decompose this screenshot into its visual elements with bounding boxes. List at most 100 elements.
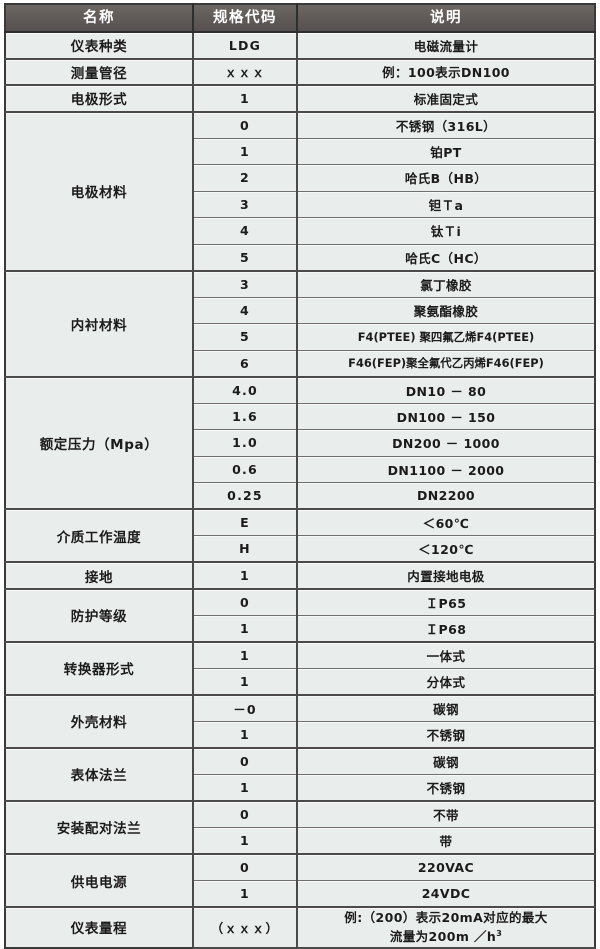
description-cell: 220VAC [297,853,595,881]
spec-code-cell: 0.6 [193,456,298,484]
table-row: 0.6 DN1100 － 2000 [5,456,595,484]
spec-code-cell: 0 [193,800,298,828]
row-name-cell: 转换器形式 [5,641,194,696]
table-row: 2 哈氏B（HB） [5,164,595,192]
table-row: 仪表量程 （ｘｘｘ） 例:（200）表示20mA对应的最大 流量为200m ／h3 [5,907,595,949]
table-row: 1 分体式 [5,668,595,696]
spec-code-cell: 1 [193,85,298,113]
table-row: 介质工作温度 E ＜60℃ [5,509,595,564]
table-row: 1 铂PT [5,138,595,166]
table-row: 1.6 DN100 － 150 [5,403,595,431]
table-header-row: 名称 规格代码 说明 [5,4,595,33]
row-name-cell: 介质工作温度 [5,509,194,564]
spec-code-cell: 4.0 [193,376,298,404]
table-row: 1 24VDC [5,880,595,908]
table-row: 表体法兰 0 碳钢 [5,747,595,802]
spec-code-cell: 0.25 [193,482,298,511]
spec-code-cell: 4 [193,297,298,325]
description-cell: DN2200 [297,482,595,511]
table-row: H ＜120℃ [5,535,595,564]
row-name-cell: 仪表量程 [5,907,194,948]
description-multiline: 例:（200）表示20mA对应的最大 流量为200m ／h3 [300,908,592,947]
description-cell: ＩP65 [297,588,595,616]
spec-code-cell: 1 [193,138,298,166]
table-header: 名称 规格代码 说明 [5,4,595,33]
description-cell: ＩP68 [297,615,595,643]
row-name-cell: 接地 [5,562,194,590]
row-name-cell: 安装配对法兰 [5,800,194,855]
description-cell: 不锈钢 [297,774,595,802]
description-cell: DN200 － 1000 [297,429,595,457]
description-cell: 碳钢 [297,694,595,722]
description-cell: 一体式 [297,641,595,669]
spec-code-cell: 1 [193,827,298,855]
description-cell: F46(FEP)聚全氟代乙丙烯F46(FEP) [297,350,595,378]
table-row: 转换器形式 1 一体式 [5,641,595,696]
spec-code-cell: H [193,535,298,564]
table-row: 电极材料 0 不锈钢（316L） [5,111,595,272]
table-row: 防护等级 0 ＩP65 [5,588,595,643]
description-line-2: 流量为200m ／h3 [300,927,592,946]
table-row: 安装配对法兰 0 不带 [5,800,595,855]
table-row: 4 钛Ｔi [5,217,595,245]
description-cell: 24VDC [297,880,595,908]
description-cell: DN100 － 150 [297,403,595,431]
spec-code-cell: 3 [193,270,298,298]
description-cell: 带 [297,827,595,855]
description-cell: 内置接地电极 [297,562,595,590]
table-row: 5 哈氏C（HC） [5,244,595,272]
spec-code-cell: （ｘｘｘ） [193,907,298,949]
description-cell: 钽Ｔa [297,191,595,219]
spec-code-cell: 3 [193,191,298,219]
description-cell: 哈氏C（HC） [297,244,595,272]
spec-code-cell: －0 [193,694,298,722]
column-header-code: 规格代码 [193,4,298,33]
description-cell: 不锈钢 [297,721,595,749]
row-name-cell: 内衬材料 [5,270,194,378]
description-cell: 铂PT [297,138,595,166]
row-name-cell: 测量管径 [5,58,194,87]
spec-code-cell: 4 [193,217,298,245]
table-row: 供电电源 0 220VAC [5,853,595,909]
row-name-cell: 供电电源 [5,853,194,909]
description-cell: 氯丁橡胶 [297,270,595,298]
table-row: 1 不锈钢 [5,774,595,802]
row-name-cell: 外壳材料 [5,694,194,749]
table-row: 6 F46(FEP)聚全氟代乙丙烯F46(FEP) [5,350,595,378]
spec-code-cell: 1 [193,641,298,669]
table-row: 1 ＩP68 [5,615,595,643]
description-cell: F4(PTEE) 聚四氟乙烯F4(PTEE) [297,323,595,351]
spec-code-cell: 1 [193,774,298,802]
spec-code-cell: 0 [193,747,298,775]
row-name-cell: 表体法兰 [5,747,194,802]
spec-code-cell: 2 [193,164,298,192]
table-row: 1 不锈钢 [5,721,595,749]
spec-code-cell: 0 [193,853,298,881]
description-cell: 例:（200）表示20mA对应的最大 流量为200m ／h3 [297,907,595,949]
column-header-name: 名称 [5,4,194,33]
description-superscript: 3 [496,929,503,939]
row-name-cell: 额定压力（Mpa） [5,376,194,511]
row-name-cell: 电极形式 [5,85,194,113]
table-row: 测量管径 ｘｘｘ 例：100表示DN100 [5,58,595,87]
table-row: 4 聚氨酯橡胶 [5,297,595,325]
spec-code-cell: 0 [193,588,298,616]
table-row: 0.25 DN2200 [5,482,595,511]
table-row: 接地 1 内置接地电极 [5,562,595,590]
description-cell: ＜60℃ [297,509,595,537]
spec-code-cell: 5 [193,323,298,351]
description-cell: 聚氨酯橡胶 [297,297,595,325]
description-cell: 钛Ｔi [297,217,595,245]
description-line-2-text: 流量为200m ／h [389,929,497,945]
spec-code-cell: 0 [193,111,298,139]
spec-code-cell: ｘｘｘ [193,58,298,87]
table-row: 5 F4(PTEE) 聚四氟乙烯F4(PTEE) [5,323,595,351]
table-row: 3 钽Ｔa [5,191,595,219]
spec-code-cell: 1 [193,721,298,749]
spec-code-cell: E [193,509,298,537]
table-row: 额定压力（Mpa） 4.0 DN10 － 80 [5,376,595,511]
description-cell: 哈氏B（HB） [297,164,595,192]
spec-code-cell: 1 [193,615,298,643]
